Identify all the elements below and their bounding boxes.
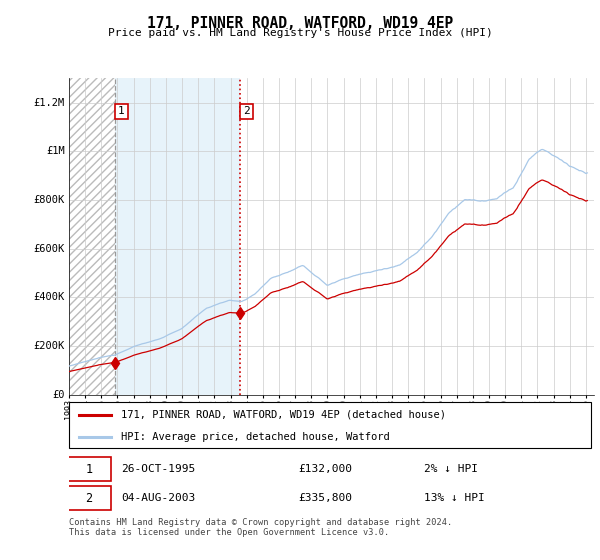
Text: £400K: £400K xyxy=(34,292,65,302)
Text: £132,000: £132,000 xyxy=(299,464,353,474)
Text: 1: 1 xyxy=(118,106,125,116)
Text: 2: 2 xyxy=(243,106,250,116)
Text: £800K: £800K xyxy=(34,195,65,205)
Text: 2% ↓ HPI: 2% ↓ HPI xyxy=(424,464,478,474)
Text: 13% ↓ HPI: 13% ↓ HPI xyxy=(424,493,485,503)
Text: £1.2M: £1.2M xyxy=(34,98,65,108)
Text: £1M: £1M xyxy=(46,146,65,156)
Text: HPI: Average price, detached house, Watford: HPI: Average price, detached house, Watf… xyxy=(121,432,390,441)
Text: 1: 1 xyxy=(85,463,92,476)
Bar xyxy=(69,78,115,395)
Text: £335,800: £335,800 xyxy=(299,493,353,503)
Text: 2: 2 xyxy=(85,492,92,505)
Text: 171, PINNER ROAD, WATFORD, WD19 4EP (detached house): 171, PINNER ROAD, WATFORD, WD19 4EP (det… xyxy=(121,410,446,420)
Bar xyxy=(115,78,240,395)
Text: Contains HM Land Registry data © Crown copyright and database right 2024.
This d: Contains HM Land Registry data © Crown c… xyxy=(69,518,452,538)
Text: 26-OCT-1995: 26-OCT-1995 xyxy=(121,464,196,474)
Text: £600K: £600K xyxy=(34,244,65,254)
Text: Price paid vs. HM Land Registry's House Price Index (HPI): Price paid vs. HM Land Registry's House … xyxy=(107,28,493,38)
Text: 171, PINNER ROAD, WATFORD, WD19 4EP: 171, PINNER ROAD, WATFORD, WD19 4EP xyxy=(147,16,453,31)
Text: 04-AUG-2003: 04-AUG-2003 xyxy=(121,493,196,503)
FancyBboxPatch shape xyxy=(67,486,111,511)
Text: £200K: £200K xyxy=(34,341,65,351)
FancyBboxPatch shape xyxy=(67,457,111,482)
Text: £0: £0 xyxy=(52,390,65,400)
FancyBboxPatch shape xyxy=(69,402,591,448)
